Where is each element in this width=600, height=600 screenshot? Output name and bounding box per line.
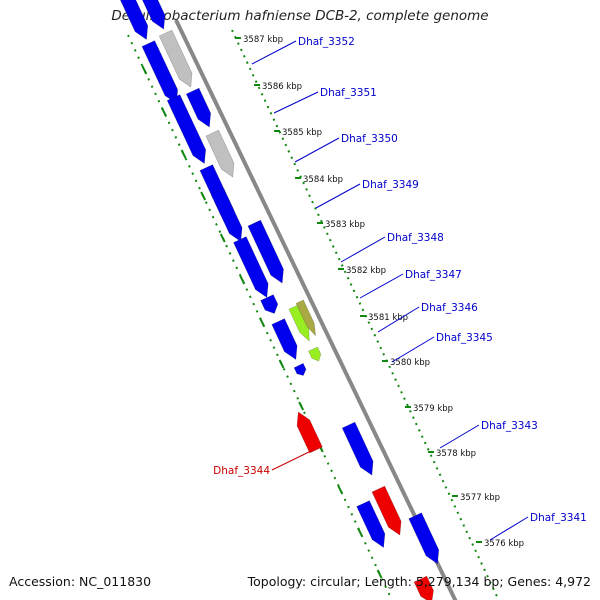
gene-arrow[interactable] (271, 318, 298, 361)
gene-track (118, 0, 440, 600)
ruler: 3587 kbp 3586 kbp 3585 kbp 3584 kbp 3583 kbp… (235, 35, 524, 549)
ruler-tick-label: 3579 kbp (413, 404, 453, 414)
gene-label[interactable]: Dhaf_3352 (298, 36, 355, 48)
gene-leader-line (315, 183, 361, 209)
genome-title: Desulfitobacterium hafniense DCB-2, comp… (111, 8, 489, 24)
ruler-tick-label: 3577 kbp (460, 493, 500, 503)
inner-ruler-dash (141, 65, 148, 75)
gene-arrow[interactable] (166, 94, 207, 165)
inner-ruler-dash (337, 485, 344, 495)
gene-leader-line (273, 91, 319, 114)
gene-arrow[interactable] (233, 236, 269, 299)
gene-label[interactable]: Dhaf_3343 (481, 420, 538, 432)
gene-label[interactable]: Dhaf_3348 (387, 232, 444, 244)
gene-arrow[interactable] (371, 485, 402, 536)
gene-leader-line (271, 449, 314, 471)
genome-backbone (174, 19, 458, 600)
gene-arrow[interactable] (293, 362, 307, 376)
gene-arrow[interactable] (118, 0, 149, 41)
gene-leader-line (377, 306, 420, 333)
inner-ruler-dash (376, 569, 383, 579)
gene-leader-line (359, 273, 404, 299)
gene-arrow[interactable] (260, 294, 279, 314)
topology-text: Topology: circular; Length: 5,279,134 bp… (247, 574, 591, 589)
ruler-tick-label: 3581 kbp (368, 313, 408, 323)
inner-ruler-dash (357, 527, 363, 537)
gene-label[interactable]: Dhaf_3346 (421, 302, 478, 314)
ruler-tick-label: 3583 kbp (325, 220, 365, 230)
gene-leader-line (439, 424, 480, 449)
gene-label[interactable]: Dhaf_3345 (436, 332, 493, 344)
gene-arrow[interactable] (408, 512, 440, 565)
inner-ruler-dash (180, 149, 187, 159)
ruler-tick-label: 3582 kbp (346, 266, 386, 276)
gene-arrow[interactable] (158, 29, 193, 88)
gene-arrow[interactable] (247, 219, 284, 284)
inner-ruler-dash (298, 401, 305, 411)
gene-leader-line (340, 236, 386, 263)
inner-ruler-dash (161, 107, 167, 117)
accession-text: Accession: NC_011830 (9, 574, 152, 589)
ruler-tick-label: 3586 kbp (262, 82, 302, 92)
gene-label[interactable]: Dhaf_3341 (530, 512, 587, 524)
inner-ruler-dash (239, 275, 246, 285)
inner-ruler-dash (219, 233, 226, 243)
gene-label[interactable]: Dhaf_3351 (320, 87, 377, 99)
ruler-tick-label: 3576 kbp (484, 539, 524, 549)
gene-arrow[interactable] (295, 299, 316, 337)
inner-ruler-dash (200, 191, 207, 201)
inner-ruler-dash (278, 359, 285, 369)
ruler-tick-label: 3587 kbp (243, 35, 283, 45)
gene-label[interactable]: Dhaf_3347 (405, 269, 462, 281)
gene-leader-line (391, 336, 435, 363)
gene-arrow[interactable] (205, 129, 235, 178)
gene-arrow[interactable] (356, 500, 386, 549)
gene-leader-line (294, 137, 340, 163)
gene-arrow[interactable] (210, 188, 243, 243)
inner-ruler-dash (259, 317, 265, 327)
ruler-tick-label: 3584 kbp (303, 175, 343, 185)
ruler-tick-label: 3578 kbp (436, 449, 476, 459)
gene-leader-line (251, 40, 297, 65)
gene-labels: Dhaf_3352 Dhaf_3351 Dhaf_3350 Dhaf_3349 Dhaf… (213, 36, 587, 541)
gene-arrow[interactable] (142, 0, 166, 30)
gene-arrow[interactable] (308, 346, 322, 362)
ruler-tick-label: 3585 kbp (282, 128, 322, 138)
gene-label-selected[interactable]: Dhaf_3344 (213, 465, 270, 477)
guide-lines (127, 19, 500, 600)
gene-arrow[interactable] (341, 421, 374, 476)
gene-arrow-selected[interactable] (296, 411, 323, 454)
gene-label[interactable]: Dhaf_3349 (362, 179, 419, 191)
ruler-tick-label: 3580 kbp (390, 358, 430, 368)
gene-label[interactable]: Dhaf_3350 (341, 133, 398, 145)
gene-leader-line (489, 516, 529, 541)
gene-arrow[interactable] (185, 87, 212, 128)
